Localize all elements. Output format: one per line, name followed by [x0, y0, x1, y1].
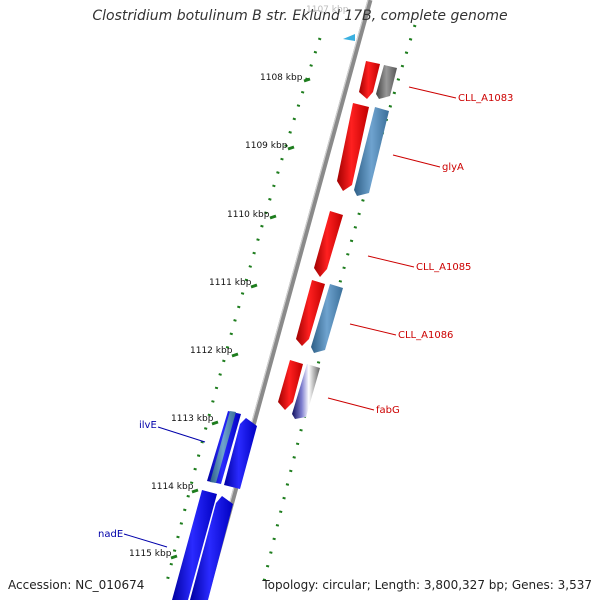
cog-track — [292, 65, 397, 419]
leader-line — [392, 154, 441, 168]
top-arc — [307, 9, 327, 15]
cds-arrow — [278, 360, 303, 410]
cds-arrow — [354, 107, 389, 196]
cds-arrow — [376, 65, 397, 99]
gene-labels: CLL_A1083 glyA CLL_A1085 CLL_A1086 fabG … — [98, 93, 513, 540]
cds-arrow — [314, 211, 343, 277]
gene-label-fabg: fabG — [376, 405, 400, 416]
tick-mark — [303, 77, 311, 83]
gene-label-cll-a1083: CLL_A1083 — [458, 93, 513, 104]
tick-label: 1108 kbp — [260, 73, 303, 83]
cds-arrow — [337, 103, 369, 191]
cds-arrow — [190, 496, 233, 600]
tick-label: 1115 kbp — [129, 549, 172, 559]
position-marker — [343, 34, 355, 41]
major-ticks — [170, 77, 311, 560]
forward-cds-track — [278, 61, 380, 410]
cds-arrow — [172, 490, 217, 600]
tick-mark — [287, 145, 295, 151]
tick-labels: 1107 kbp 1108 kbp 1109 kbp 1110 kbp 1111… — [129, 5, 349, 559]
cds-arrow — [311, 284, 343, 353]
tick-label: 1114 kbp — [151, 482, 194, 492]
tick-label: 1111 kbp — [209, 278, 252, 288]
tick-mark — [231, 352, 239, 358]
tick-ring-inner — [163, 37, 322, 591]
tick-mark — [269, 214, 277, 220]
gene-label-cll-a1086: CLL_A1086 — [398, 330, 453, 341]
genome-summary: Topology: circular; Length: 3,800,327 bp… — [262, 578, 592, 592]
label-leaders — [123, 86, 457, 548]
cds-arrow — [210, 411, 236, 483]
tick-label: 1113 kbp — [171, 414, 214, 424]
tick-label: 1110 kbp — [227, 210, 270, 220]
leader-line — [408, 86, 457, 99]
leader-line — [157, 426, 206, 443]
tick-label: 1112 kbp — [190, 346, 233, 356]
gene-label-nade: nadE — [98, 529, 123, 540]
leader-line — [327, 397, 375, 411]
map-title: Clostridium botulinum B str. Eklund 17B,… — [92, 8, 508, 24]
reverse-cds-track — [172, 411, 257, 600]
leader-line — [367, 255, 415, 268]
gene-label-cll-a1085: CLL_A1085 — [416, 262, 471, 273]
cds-arrow — [292, 364, 320, 419]
cds-arrow — [296, 280, 325, 346]
tick-mark — [191, 488, 199, 494]
tick-label: 1107 kbp — [306, 5, 349, 15]
tick-label: 1109 kbp — [245, 141, 288, 151]
tick-mark — [170, 554, 178, 560]
leader-line — [123, 533, 168, 548]
cds-arrow — [359, 61, 380, 99]
gene-label-ilve: ilvE — [139, 420, 157, 431]
tick-mark — [250, 283, 258, 289]
gene-label-glya: glyA — [442, 162, 464, 173]
cds-arrow — [224, 418, 257, 489]
accession-label: Accession: NC_010674 — [8, 578, 145, 592]
leader-line — [349, 323, 397, 336]
tick-mark — [211, 420, 219, 426]
